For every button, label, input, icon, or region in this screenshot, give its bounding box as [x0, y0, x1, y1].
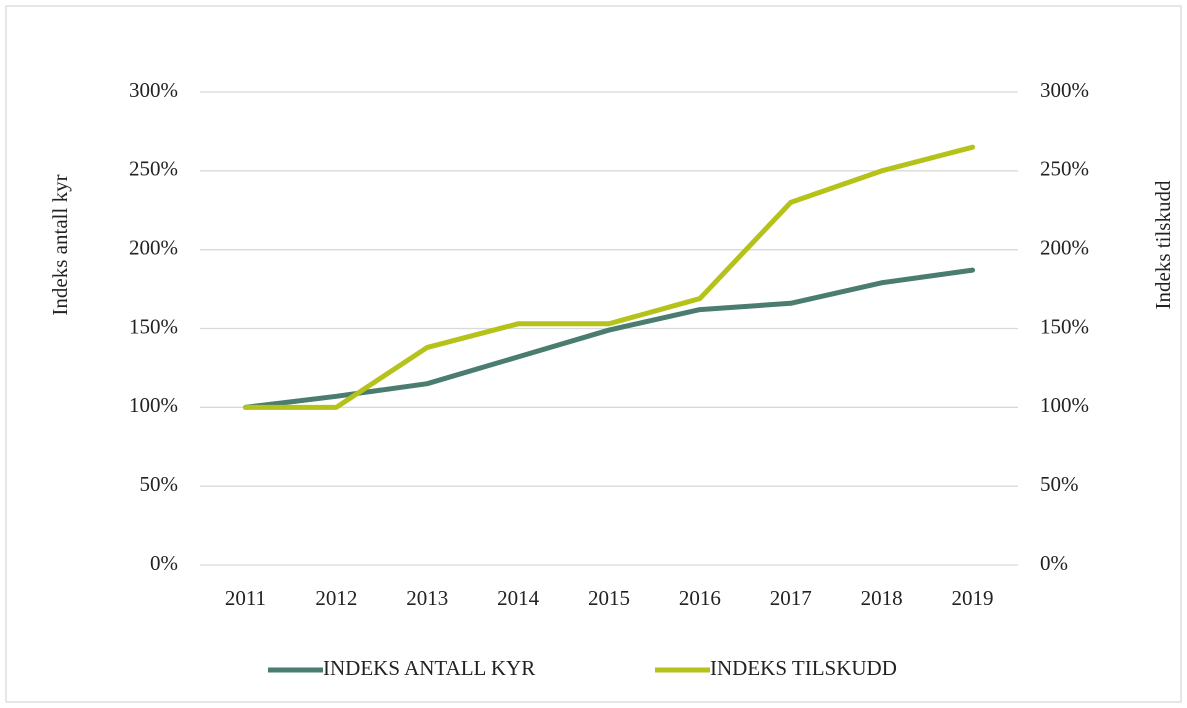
legend-label: INDEKS ANTALL KYR — [323, 656, 535, 680]
y2-tick-label: 200% — [1040, 235, 1089, 259]
x-tick-label: 2015 — [588, 586, 630, 610]
x-tick-label: 2014 — [497, 586, 540, 610]
y-tick-label: 50% — [140, 472, 179, 496]
x-tick-label: 2019 — [952, 586, 994, 610]
series-line — [242, 267, 976, 410]
y2-axis-title: Indeks tilskudd — [1151, 180, 1175, 309]
x-tick-label: 2012 — [315, 586, 357, 610]
y-tick-label: 250% — [129, 157, 178, 181]
y-axis-title: Indeks antall kyr — [48, 174, 72, 315]
y2-tick-label: 250% — [1040, 157, 1089, 181]
y-tick-label: 300% — [129, 78, 178, 102]
series-line — [242, 144, 976, 410]
y2-tick-label: 50% — [1040, 472, 1079, 496]
y2-tick-label: 300% — [1040, 78, 1089, 102]
y-tick-label: 0% — [150, 551, 178, 575]
x-tick-label: 2016 — [679, 586, 721, 610]
y-tick-label: 200% — [129, 235, 178, 259]
y2-tick-label: 150% — [1040, 314, 1089, 338]
y2-tick-label: 100% — [1040, 393, 1089, 417]
x-tick-label: 2013 — [406, 586, 448, 610]
legend-label: INDEKS TILSKUDD — [710, 656, 897, 680]
y2-tick-label: 0% — [1040, 551, 1068, 575]
x-tick-label: 2017 — [770, 586, 812, 610]
x-tick-label: 2018 — [861, 586, 903, 610]
y-tick-label: 150% — [129, 314, 178, 338]
x-tick-label: 2011 — [225, 586, 266, 610]
chart-border — [5, 5, 1182, 703]
y-tick-label: 100% — [129, 393, 178, 417]
